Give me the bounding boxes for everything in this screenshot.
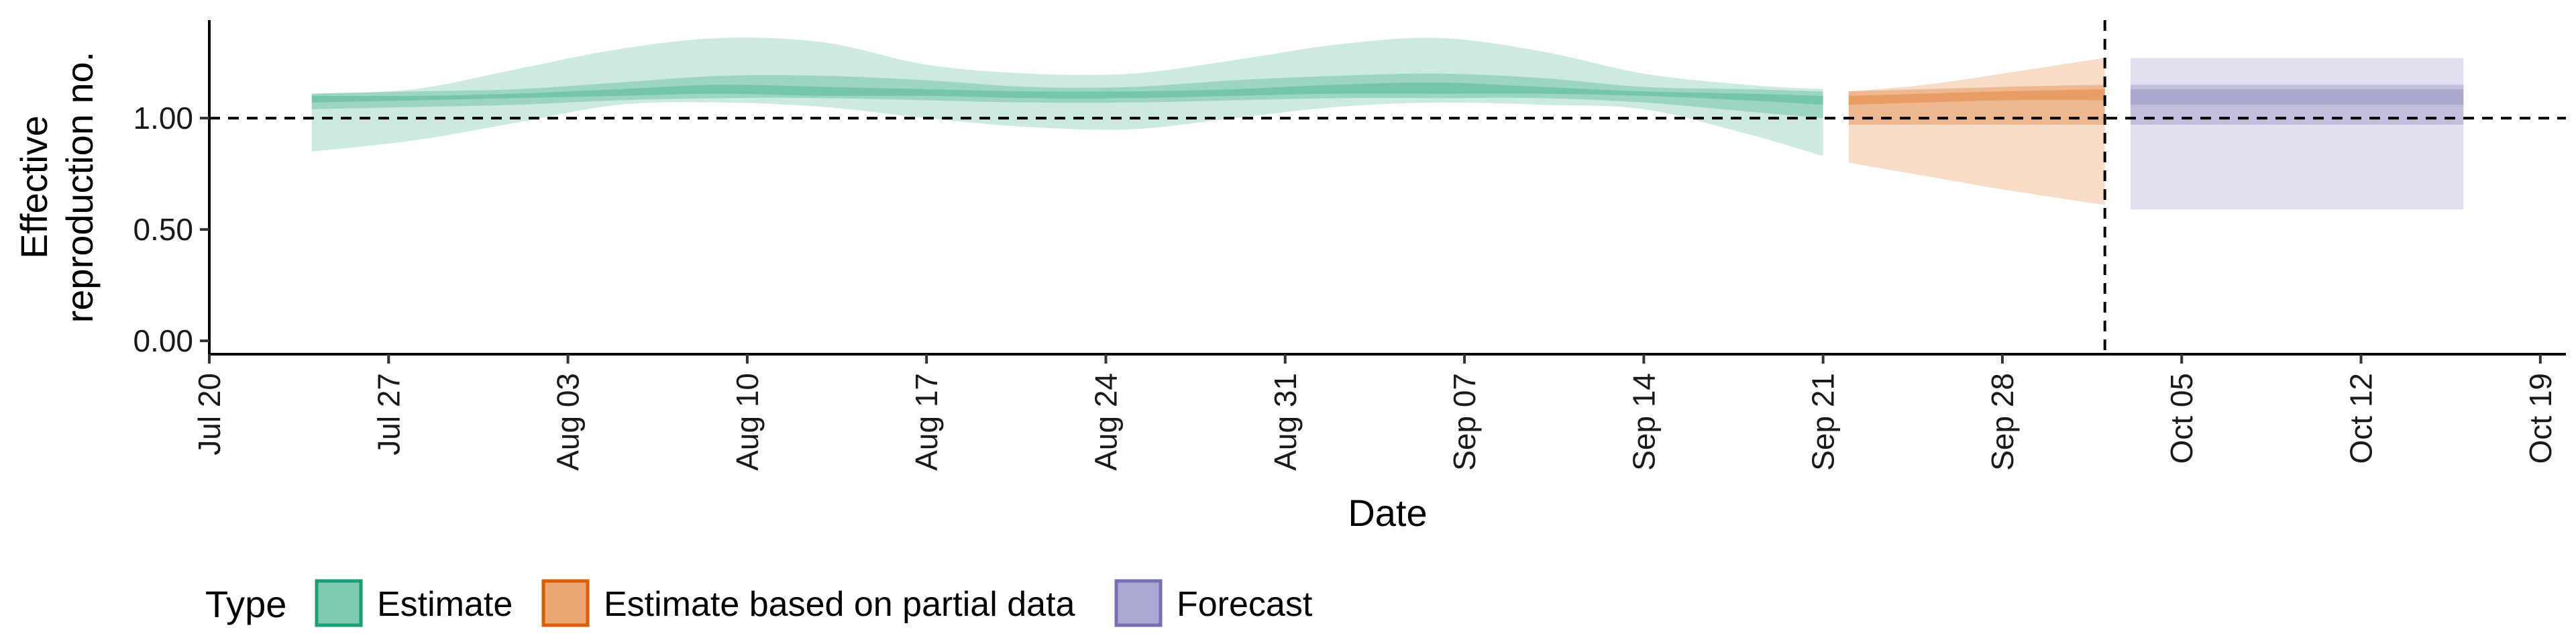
forecast-band-50 <box>2130 85 2464 125</box>
forecast-band-20 <box>2130 89 2464 105</box>
legend-label-estimate-based-on-partial-data: Estimate based on partial data <box>604 585 1075 624</box>
legend-label-forecast: Forecast <box>1177 585 1313 624</box>
estimate-based-on-partial-data-band-50 <box>1848 85 2105 125</box>
x-tick-label: Oct 19 <box>2523 373 2558 464</box>
series-estimate <box>311 37 1823 156</box>
forecast-band-90 <box>2130 58 2464 210</box>
tick-layer: 0.00 0.50 1.00 Jul 20 Jul 27 Aug 03 Aug 10 Aug … <box>133 101 2557 471</box>
series-estimate-based-on-partial-data <box>1848 58 2105 205</box>
x-tick-label: Aug 17 <box>909 373 944 471</box>
reference-lines <box>209 20 2566 354</box>
x-tick-label: Jul 27 <box>371 373 406 455</box>
x-tick-label: Sep 28 <box>1985 373 2020 471</box>
x-tick-label: Aug 10 <box>730 373 765 471</box>
x-tick-label: Jul 20 <box>192 373 227 455</box>
x-tick-label: Sep 21 <box>1806 373 1841 471</box>
y-tick-label: 0.50 <box>133 212 193 247</box>
x-tick-label: Aug 03 <box>551 373 586 471</box>
y-tick-label: 1.00 <box>133 101 193 136</box>
axis-titles: Date Effective reproduction no. <box>13 52 1428 534</box>
ribbon-layer <box>311 37 2464 210</box>
legend-key-estimate <box>315 579 363 627</box>
y-axis-title-line-2: reproduction no. <box>58 52 101 323</box>
x-tick-label: Aug 24 <box>1088 373 1123 471</box>
legend-key-forecast <box>1114 579 1163 627</box>
estimate-based-on-partial-data-band-20 <box>1848 89 2105 105</box>
legend: Type Estimate Estimate based on partial d… <box>205 579 1313 627</box>
x-tick-label: Sep 14 <box>1626 373 1661 471</box>
estimate-based-on-partial-data-band-90 <box>1848 58 2105 205</box>
legend-key-estimate-based-on-partial-data <box>541 579 590 627</box>
legend-label-estimate: Estimate <box>377 585 513 624</box>
estimate-band-90 <box>311 37 1823 156</box>
x-tick-label: Oct 12 <box>2344 373 2379 464</box>
x-axis-title: Date <box>1348 492 1427 534</box>
y-axis-title-line-1: Effective <box>13 115 55 259</box>
y-tick-label: 0.00 <box>133 323 193 358</box>
x-tick-label: Oct 05 <box>2164 373 2199 464</box>
x-tick-label: Aug 31 <box>1268 373 1303 471</box>
legend-title: Type <box>205 583 286 625</box>
estimate-band-50 <box>311 73 1823 119</box>
series-forecast <box>2130 58 2464 210</box>
axes <box>208 20 2566 356</box>
x-tick-label: Sep 07 <box>1447 373 1482 471</box>
estimate-band-20 <box>311 82 1823 105</box>
